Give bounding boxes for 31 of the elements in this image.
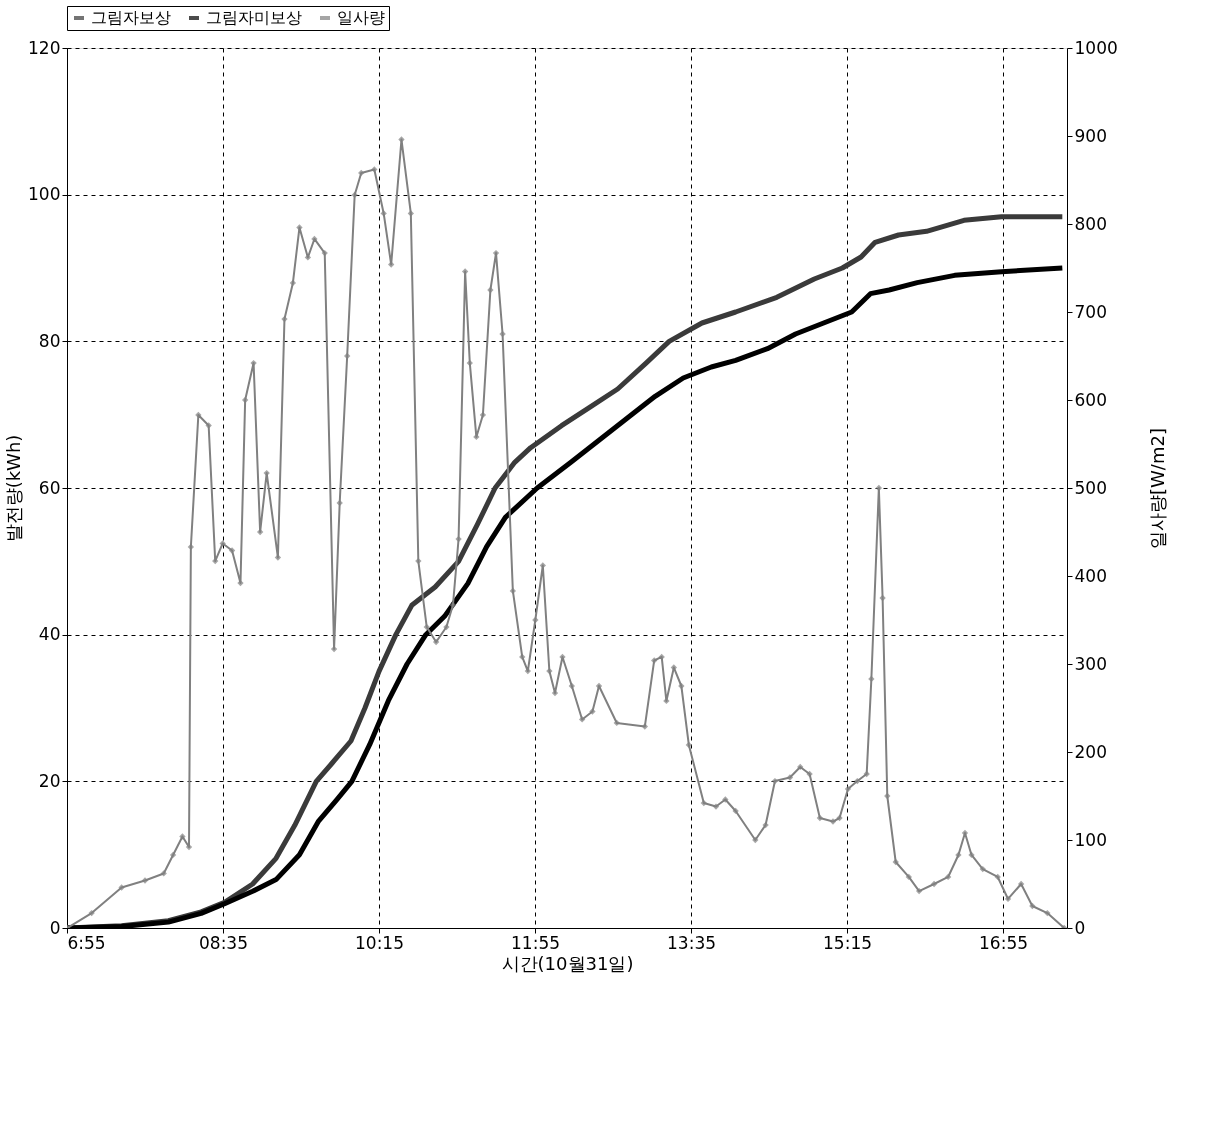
x-tick-label: 6:55	[67, 932, 106, 953]
y-axis-title: 발전량(kWh)	[3, 434, 25, 543]
y2-tick-label: 300	[1074, 653, 1107, 674]
legend-label: 일사량	[337, 8, 385, 27]
y-tick-label: 0	[49, 917, 61, 938]
x-tick-label: 13:35	[667, 932, 717, 953]
y2-tick-label: 900	[1074, 125, 1107, 146]
y2-tick-label: 100	[1074, 829, 1107, 850]
x-tick-label: 16:55	[979, 932, 1029, 953]
x-tick-label: 10:15	[355, 932, 405, 953]
y2-tick-label: 200	[1074, 741, 1107, 762]
y2-tick-label: 500	[1074, 477, 1107, 498]
y2-tick-label: 0	[1074, 917, 1086, 938]
y-tick-label: 80	[38, 330, 61, 351]
y2-tick-label: 400	[1074, 565, 1107, 586]
x-tick-label: 15:15	[823, 932, 873, 953]
legend-label: 그림자보상	[91, 8, 171, 27]
y-tick-label: 100	[28, 184, 61, 205]
y-tick-label: 120	[28, 37, 61, 58]
y2-axis-title: 일사량[W/m2]	[1146, 428, 1168, 549]
y-tick-label: 20	[38, 770, 61, 791]
y2-tick-label: 600	[1074, 389, 1107, 410]
x-tick-label: 11:55	[511, 932, 561, 953]
y2-tick-label: 800	[1074, 213, 1107, 234]
y2-tick-label: 700	[1074, 301, 1107, 322]
y2-tick-label: 1000	[1074, 37, 1118, 58]
legend-label: 그림자미보상	[206, 8, 302, 27]
y-tick-label: 40	[38, 624, 61, 645]
y-tick-label: 60	[38, 477, 61, 498]
x-axis-title: 시간(10월31일)	[501, 952, 634, 974]
x-tick-label: 08:35	[199, 932, 248, 953]
